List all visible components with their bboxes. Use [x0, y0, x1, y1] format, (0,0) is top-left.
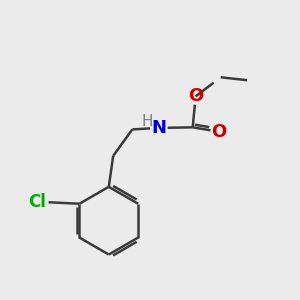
Text: Cl: Cl [28, 193, 46, 211]
Text: O: O [212, 123, 227, 141]
Text: N: N [151, 119, 166, 137]
Text: H: H [142, 114, 153, 129]
Text: O: O [188, 87, 203, 105]
